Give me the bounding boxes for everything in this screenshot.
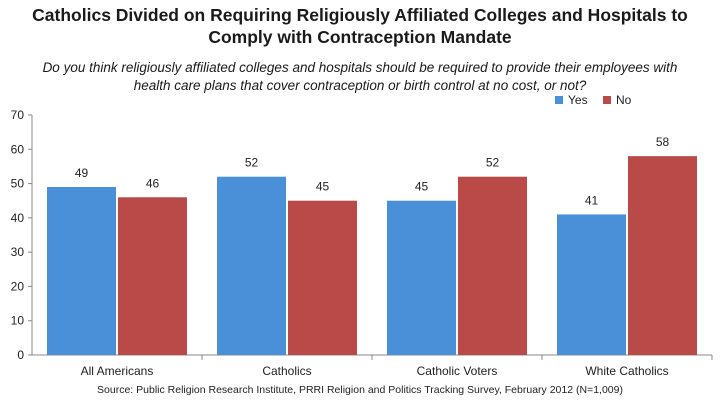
y-tick-label: 50 bbox=[11, 177, 25, 191]
bar bbox=[557, 214, 626, 355]
bar bbox=[118, 197, 187, 355]
x-tick-label: Catholics bbox=[262, 364, 311, 378]
data-label: 41 bbox=[585, 193, 599, 207]
bar bbox=[47, 187, 116, 355]
y-tick-label: 0 bbox=[17, 348, 24, 362]
y-tick-label: 10 bbox=[11, 314, 25, 328]
x-tick-label: All Americans bbox=[81, 364, 154, 378]
chart-subtitle: Do you think religiously affiliated coll… bbox=[0, 59, 720, 95]
legend-swatch bbox=[555, 96, 563, 104]
legend-label: Yes bbox=[568, 93, 588, 107]
bar bbox=[288, 200, 357, 355]
chart-title-line-1: Catholics Divided on Requiring Religious… bbox=[32, 5, 688, 25]
bar bbox=[387, 200, 456, 355]
bar bbox=[628, 156, 697, 355]
y-tick-label: 70 bbox=[11, 108, 25, 122]
chart-title-line-2: Comply with Contraception Mandate bbox=[208, 27, 512, 47]
x-tick-label: White Catholics bbox=[585, 364, 668, 378]
data-label: 49 bbox=[75, 166, 89, 180]
chart-subtitle-line-2: health care plans that cover contracepti… bbox=[133, 78, 587, 93]
data-label: 46 bbox=[146, 176, 160, 190]
legend-label: No bbox=[616, 93, 632, 107]
y-tick-label: 30 bbox=[11, 245, 25, 259]
y-tick-label: 40 bbox=[11, 211, 25, 225]
chart-title: Catholics Divided on Requiring Religious… bbox=[0, 4, 720, 48]
data-label: 52 bbox=[486, 156, 500, 170]
x-tick-label: Catholic Voters bbox=[417, 364, 498, 378]
data-label: 45 bbox=[316, 180, 330, 194]
data-label: 52 bbox=[245, 156, 259, 170]
data-label: 58 bbox=[656, 135, 670, 149]
y-tick-label: 60 bbox=[11, 142, 25, 156]
bar bbox=[217, 176, 286, 355]
source-note: Source: Public Religion Research Institu… bbox=[97, 384, 623, 396]
y-tick-label: 20 bbox=[11, 279, 25, 293]
chart-subtitle-line-1: Do you think religiously affiliated coll… bbox=[42, 60, 678, 75]
legend-swatch bbox=[603, 96, 611, 104]
data-label: 45 bbox=[415, 180, 429, 194]
bar bbox=[458, 176, 527, 355]
